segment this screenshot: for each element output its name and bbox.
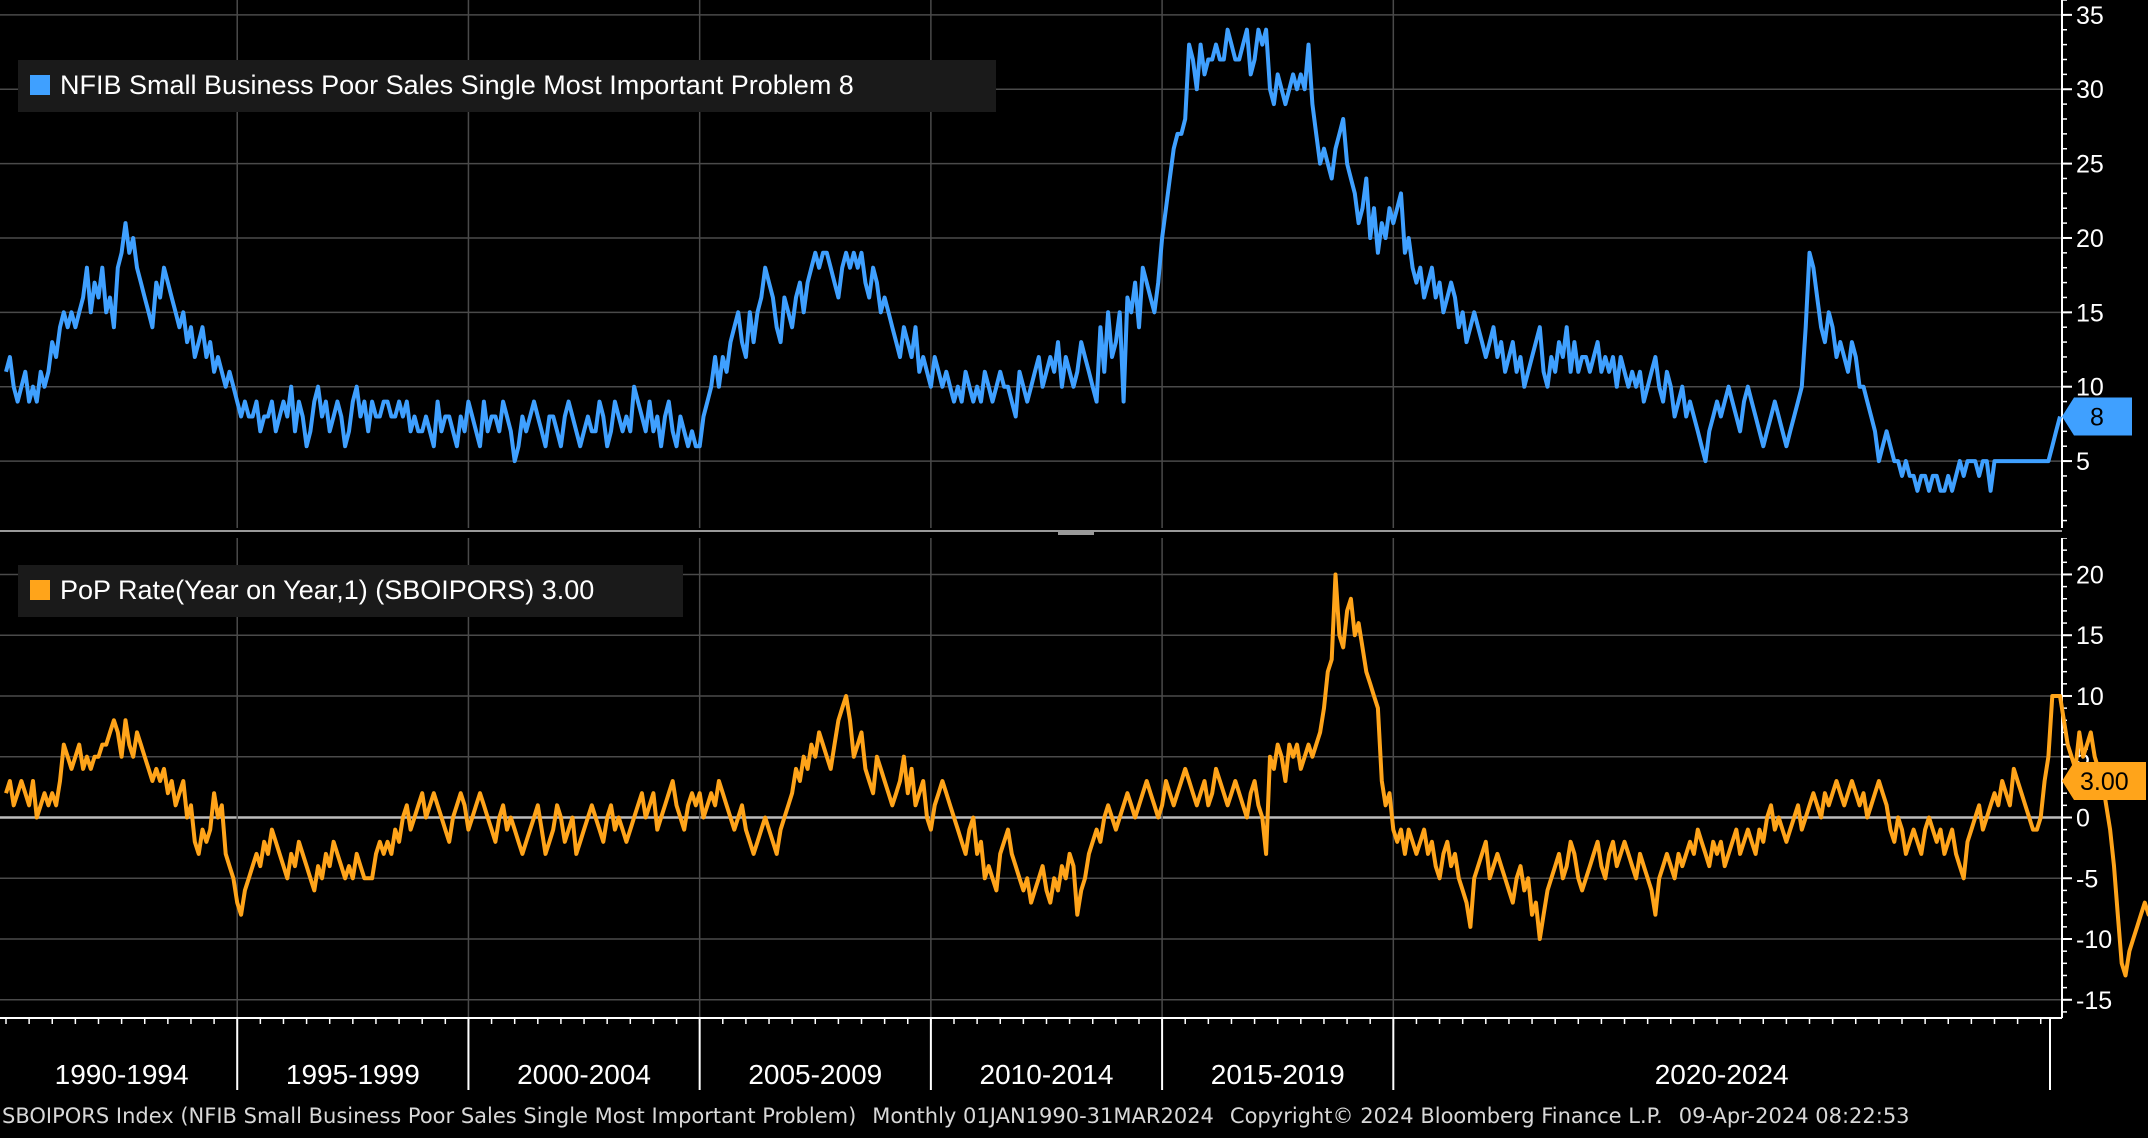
footer-copyright: Copyright© 2024 Bloomberg Finance L.P. — [1229, 1104, 1663, 1128]
y-tick-label: 20 — [2076, 561, 2104, 589]
last-value-label: 3.00 — [2080, 768, 2129, 796]
series-line-1 — [4, 27, 2062, 493]
y-tick-label: -15 — [2076, 987, 2112, 1015]
footer-stamp: 09-Apr-2024 08:22:53 — [1678, 1104, 1910, 1128]
footer: SBOIPORS Index (NFIB Small Business Poor… — [0, 1104, 2148, 1134]
legend-swatch — [30, 580, 50, 600]
y-tick-label: 5 — [2076, 448, 2090, 476]
y-tick-label: -10 — [2076, 926, 2112, 954]
last-value-tag — [2062, 762, 2146, 801]
x-tick-label: 2020-2024 — [1655, 1059, 1789, 1090]
x-tick-label: 2015-2019 — [1211, 1059, 1345, 1090]
y-tick-label: 10 — [2076, 374, 2104, 402]
legend-box — [18, 565, 683, 617]
x-tick-label: 2010-2014 — [980, 1059, 1114, 1090]
y-tick-label: 15 — [2076, 299, 2104, 327]
panel-1: 5 10 15 20 25 30 35 8 NFIB Small Business Poor S… — [0, 0, 2132, 528]
y-tick-label: 20 — [2076, 225, 2104, 253]
y-tick-label: 25 — [2076, 151, 2104, 179]
y-tick-label: 15 — [2076, 622, 2104, 650]
x-tick-label: 2000-2004 — [517, 1059, 651, 1090]
y-tick-label: 0 — [2076, 804, 2090, 832]
y-tick-label: -5 — [2076, 865, 2098, 893]
series-line-2 — [4, 572, 2148, 978]
x-tick-label: 2005-2009 — [748, 1059, 882, 1090]
legend-swatch — [30, 75, 50, 95]
x-tick-label: 1990-1994 — [55, 1059, 189, 1090]
footer-index-desc: SBOIPORS Index (NFIB Small Business Poor… — [2, 1104, 857, 1128]
y-tick-label: 10 — [2076, 683, 2104, 711]
legend-label: NFIB Small Business Poor Sales Single Mo… — [60, 70, 854, 100]
y-tick-label: 35 — [2076, 2, 2104, 30]
x-axis: 1990-1994 1995-1999 2000-2004 2005-2009 2010… — [0, 1017, 2062, 1090]
last-value-tag — [2062, 397, 2132, 436]
last-value-label: 8 — [2090, 403, 2104, 431]
legend-box — [18, 60, 996, 112]
x-tick-label: 1995-1999 — [286, 1059, 420, 1090]
splitter-handle — [1058, 530, 1094, 535]
legend-label: PoP Rate(Year on Year,1) (SBOIPORS) 3.00 — [60, 575, 594, 605]
y-tick-label: 30 — [2076, 76, 2104, 104]
footer-range: Monthly 01JAN1990-31MAR2024 — [872, 1104, 1214, 1128]
